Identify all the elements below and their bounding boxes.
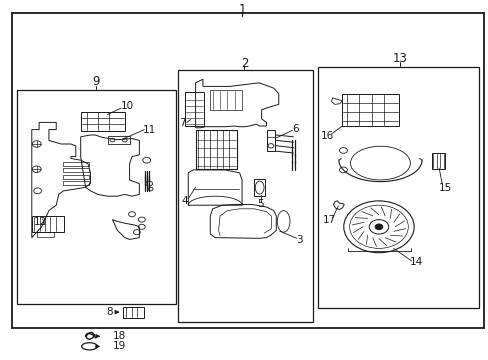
Bar [184, 92, 204, 126]
Text: 1: 1 [238, 3, 245, 15]
Text: 10: 10 [121, 101, 133, 111]
Text: 8: 8 [106, 307, 113, 317]
Circle shape [374, 224, 382, 230]
Bar [62, 168, 89, 172]
Text: 5: 5 [257, 199, 264, 209]
Bar [431, 153, 445, 169]
Bar [62, 162, 89, 166]
Bar [17, 90, 176, 304]
Bar [32, 216, 63, 232]
Bar [178, 70, 312, 322]
Bar [195, 130, 237, 169]
Text: 14: 14 [409, 257, 423, 267]
Bar [317, 67, 478, 308]
Bar [81, 112, 124, 131]
Text: 6: 6 [292, 123, 299, 134]
Text: 7: 7 [179, 118, 186, 129]
Text: 9: 9 [92, 75, 100, 88]
Text: 16: 16 [320, 131, 334, 141]
Bar [123, 307, 143, 318]
Text: 12: 12 [34, 217, 47, 228]
Bar [62, 181, 89, 185]
Text: 13: 13 [392, 52, 407, 65]
Text: 19: 19 [112, 341, 125, 351]
Bar [12, 13, 483, 328]
Text: 17: 17 [322, 215, 335, 225]
Text: 4: 4 [181, 195, 188, 206]
Bar [266, 130, 275, 151]
Text: 3: 3 [296, 235, 303, 245]
Bar [254, 179, 264, 196]
Bar [62, 175, 89, 179]
Bar [210, 90, 242, 110]
Bar [107, 136, 129, 144]
Bar [37, 232, 54, 237]
Text: 11: 11 [142, 125, 156, 135]
Text: 15: 15 [437, 183, 451, 193]
Text: 2: 2 [240, 57, 248, 69]
Bar [342, 94, 398, 126]
Text: 18: 18 [112, 331, 125, 341]
